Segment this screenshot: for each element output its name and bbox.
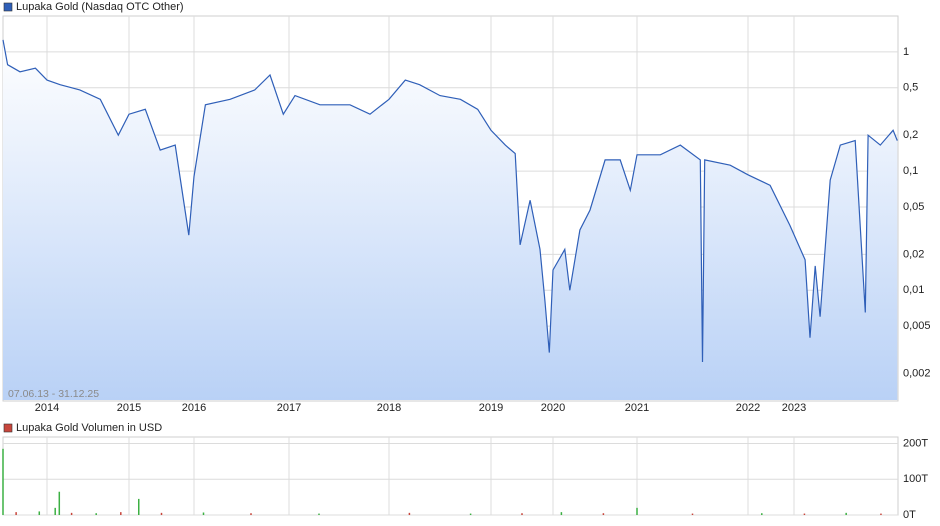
legend-swatch: [3, 423, 13, 433]
legend-swatch: [3, 2, 13, 12]
volume-bar: [880, 513, 882, 515]
layer: 0,002 0,005 0,01 0,02 0,05 0,1 0,2 0,5 1 2014 2015…: [2, 1, 931, 521]
y-tick-label: 0,01: [903, 284, 924, 296]
volume-bar: [2, 448, 4, 515]
x-tick-label: 2019: [479, 402, 503, 414]
x-tick-label: 2023: [782, 402, 806, 414]
date-range: 07.06.13 - 31.12.25: [8, 388, 99, 400]
volume-bar: [636, 507, 638, 515]
y-tick-label: 1: [903, 46, 909, 58]
y-tick-label: 0T: [903, 509, 916, 521]
volume-bar: [54, 507, 56, 515]
y-tick-label: 0,02: [903, 248, 924, 260]
volume-bar: [845, 512, 847, 515]
y-tick-label: 0,2: [903, 129, 918, 141]
volume-bar: [560, 512, 563, 515]
y-tick-label: 0,05: [903, 201, 924, 213]
volume-bar: [469, 513, 472, 515]
x-tick-label: 2017: [277, 402, 301, 414]
volume-bar: [521, 513, 523, 515]
volume-bar: [58, 491, 61, 515]
x-tick-label: 2015: [117, 402, 141, 414]
volume-bar: [602, 513, 605, 515]
volume-bar: [318, 513, 320, 515]
x-tick-label: 2018: [377, 402, 401, 414]
legend-label: Lupaka Gold (Nasdaq OTC Other): [16, 1, 184, 13]
y-tick-label: 0,1: [903, 165, 918, 177]
volume-bar: [70, 512, 73, 515]
volume-bar: [160, 512, 163, 515]
volume-frame: [2, 436, 899, 516]
volume-bar: [202, 512, 205, 515]
y-tick-label: 0,005: [903, 320, 931, 332]
x-tick-label: 2014: [35, 402, 59, 414]
x-tick-label: 2016: [182, 402, 206, 414]
volume-bar: [803, 513, 806, 515]
price-area: [3, 39, 898, 401]
x-tick-label: 2021: [625, 402, 649, 414]
volume-bar: [408, 512, 411, 515]
volume-bar: [250, 513, 252, 515]
y-tick-label: 0,002: [903, 367, 931, 379]
volume-bar: [15, 512, 17, 515]
volume-bar: [95, 513, 97, 515]
volume-bar: [691, 513, 694, 515]
y-tick-label: 0,5: [903, 82, 918, 94]
x-tick-label: 2022: [736, 402, 760, 414]
price-line: [2, 39, 898, 363]
legend-label: Lupaka Gold Volumen in USD: [16, 422, 162, 434]
volume-bar: [38, 511, 41, 515]
volume-bar: [120, 512, 122, 515]
volume-bar: [138, 498, 140, 515]
y-tick-label: 200T: [903, 437, 928, 449]
y-tick-label: 100T: [903, 473, 928, 485]
x-tick-label: 2020: [541, 402, 565, 414]
volume-bar: [761, 513, 763, 515]
